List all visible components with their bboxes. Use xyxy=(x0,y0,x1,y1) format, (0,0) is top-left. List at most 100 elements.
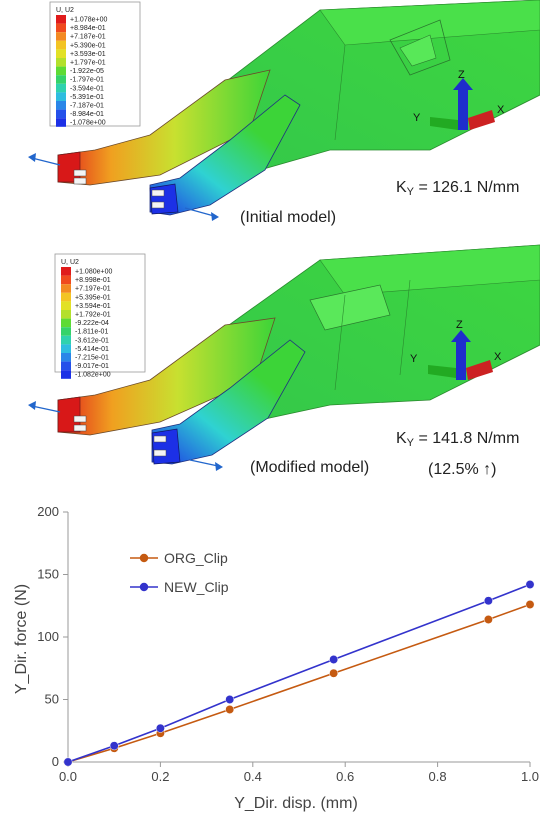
colorbar-swatch xyxy=(61,370,71,379)
y-tick-label: 100 xyxy=(37,629,59,644)
colorbar-swatch xyxy=(61,353,71,362)
colorbar-label: +7.187e-01 xyxy=(70,34,106,41)
series-line-ORG_Clip xyxy=(67,603,531,763)
colorbar-label: -1.811e-01 xyxy=(75,329,108,336)
x-axis-label: Y_Dir. disp. (mm) xyxy=(234,795,358,812)
model-label-initial: (Initial model) xyxy=(240,209,336,226)
colorbar-swatch xyxy=(56,92,66,101)
colorbar-label: -9.222e-04 xyxy=(75,320,109,327)
colorbar-swatch xyxy=(61,301,71,310)
colorbar-label: -1.922e-05 xyxy=(70,68,104,75)
data-point-NEW_Clip xyxy=(155,723,165,733)
colorbar-label: -1.797e-01 xyxy=(70,77,104,84)
axis-x-label: X xyxy=(497,104,505,116)
y-tick-label: 50 xyxy=(45,692,59,707)
colorbar-swatch xyxy=(56,15,66,24)
colorbar-label: +1.792e-01 xyxy=(75,312,111,319)
colorbar-label: +7.197e-01 xyxy=(75,286,111,293)
axis-y-label: Y xyxy=(410,353,418,365)
y-tick-label: 200 xyxy=(37,504,59,519)
data-point-NEW_Clip xyxy=(329,655,339,664)
data-point-NEW_Clip xyxy=(63,757,73,767)
axis-x-label: X xyxy=(494,351,502,363)
x-tick-label: 0.8 xyxy=(429,769,447,784)
colorbar-label: +1.080e+00 xyxy=(75,269,112,276)
x-tick-label: 0.2 xyxy=(151,769,169,784)
x-tick-label: 0.6 xyxy=(336,769,354,784)
improvement-label: (12.5% ↑) xyxy=(428,461,496,478)
load-arrow-upper-modified xyxy=(28,401,61,413)
colorbar-swatch xyxy=(61,292,71,302)
colorbar-label: -3.594e-01 xyxy=(70,85,104,92)
colorbar-title: U, U2 xyxy=(56,7,74,14)
colorbar-swatch xyxy=(61,284,71,293)
colorbar-swatch xyxy=(61,327,71,336)
fea-panel-modified: U, U2 +1.080e+00 +8.998e-01 +7.197e-01 +5.3… xyxy=(0,240,540,502)
colorbar-label: +8.998e-01 xyxy=(75,277,111,284)
stiffness-modified: KY = 141.8 N/mm xyxy=(396,430,519,449)
colorbar-swatch xyxy=(56,66,66,76)
colorbar-label: -8.984e-01 xyxy=(70,111,104,118)
colorbar-swatch xyxy=(56,83,66,93)
axis-triad-initial: Z Y X xyxy=(413,69,505,130)
colorbar-label: -3.612e-01 xyxy=(75,337,109,344)
load-arrow-upper-initial xyxy=(28,153,61,166)
fea-panel-initial: U, U2 +1.078e+00 +8.984e-01 +7.187e-01 +5.3… xyxy=(0,0,540,240)
colorbar-swatch xyxy=(56,118,66,127)
clip-arm-lower-modified xyxy=(151,339,306,465)
colorbar-swatch xyxy=(56,101,66,110)
colorbar-swatch xyxy=(56,32,66,41)
colorbar-label: -7.215e-01 xyxy=(75,355,109,362)
fea-render-modified: U, U2 +1.080e+00+8.998e-01 +7.197e-01+5.3… xyxy=(28,244,540,478)
axis-z-label: Z xyxy=(458,69,465,81)
legend-label: NEW_Clip xyxy=(164,579,229,595)
colorbar-label: -7.187e-01 xyxy=(70,103,104,110)
colorbar-title: U, U2 xyxy=(61,259,79,266)
data-point-ORG_Clip xyxy=(525,600,535,609)
y-tick-label: 0 xyxy=(52,754,59,769)
colorbar-swatch xyxy=(56,58,66,67)
x-tick-label: 0.4 xyxy=(244,769,262,784)
axis-triad-modified: Z Y X xyxy=(410,319,502,380)
chart-axes: 0 50 100 150 200 0.0 0.2 0.4 0.6 0.8 1.0 xyxy=(37,504,539,784)
data-point-NEW_Clip xyxy=(225,695,235,704)
data-point-ORG_Clip xyxy=(225,705,235,714)
colorbar-label: -1.082e+00 xyxy=(75,372,111,379)
colorbar-swatch xyxy=(61,344,71,353)
y-axis-label: Y_Dir. force (N) xyxy=(13,584,30,694)
colorbar-label: +8.984e-01 xyxy=(70,25,106,32)
colorbar-label: +5.395e-01 xyxy=(75,294,111,301)
x-tick-label: 1.0 xyxy=(521,769,539,784)
load-arrow-lower-initial xyxy=(184,207,219,221)
colorbar-swatch xyxy=(56,23,66,33)
colorbar-swatch xyxy=(61,361,71,371)
clip-arm-lower-initial xyxy=(149,94,301,216)
axis-z-label: Z xyxy=(456,319,463,331)
colorbar-label: +1.078e+00 xyxy=(70,17,107,24)
clip-arm-upper-modified xyxy=(57,317,276,436)
colorbar-swatch xyxy=(61,335,71,345)
colorbar-swatch xyxy=(56,40,66,50)
series-line-NEW_Clip xyxy=(67,583,531,763)
load-arrow-lower-modified xyxy=(189,459,223,471)
chart-svg: 0 50 100 150 200 0.0 0.2 0.4 0.6 0.8 1.0 ORG_Clip N… xyxy=(13,504,539,812)
colorbar-swatch xyxy=(56,109,66,119)
chart-legend: ORG_Clip NEW_Clip xyxy=(130,550,229,595)
colorbar-label: +1.797e-01 xyxy=(70,60,106,67)
colorbar-swatch xyxy=(61,318,71,328)
stiffness-initial: KY = 126.1 N/mm xyxy=(396,179,519,198)
chart-series xyxy=(63,580,535,767)
colorbar-modified: U, U2 +1.080e+00+8.998e-01 +7.197e-01+5.3… xyxy=(54,253,146,379)
colorbar-swatch xyxy=(56,49,66,58)
colorbar-initial: U, U2 +1.078e+00+8.984e-01 +7.187e-01+5.3… xyxy=(49,1,141,127)
legend-marker xyxy=(139,553,149,563)
data-point-NEW_Clip xyxy=(109,741,119,751)
colorbar-label: -5.391e-01 xyxy=(70,94,104,101)
data-point-ORG_Clip xyxy=(483,615,493,624)
model-label-modified: (Modified model) xyxy=(250,459,369,476)
x-tick-label: 0.0 xyxy=(59,769,77,784)
force-displacement-chart: 0 50 100 150 200 0.0 0.2 0.4 0.6 0.8 1.0 ORG_Clip N… xyxy=(0,502,540,820)
colorbar-label: +3.594e-01 xyxy=(75,303,111,310)
y-tick-label: 150 xyxy=(37,567,59,582)
colorbar-swatch xyxy=(61,275,71,285)
